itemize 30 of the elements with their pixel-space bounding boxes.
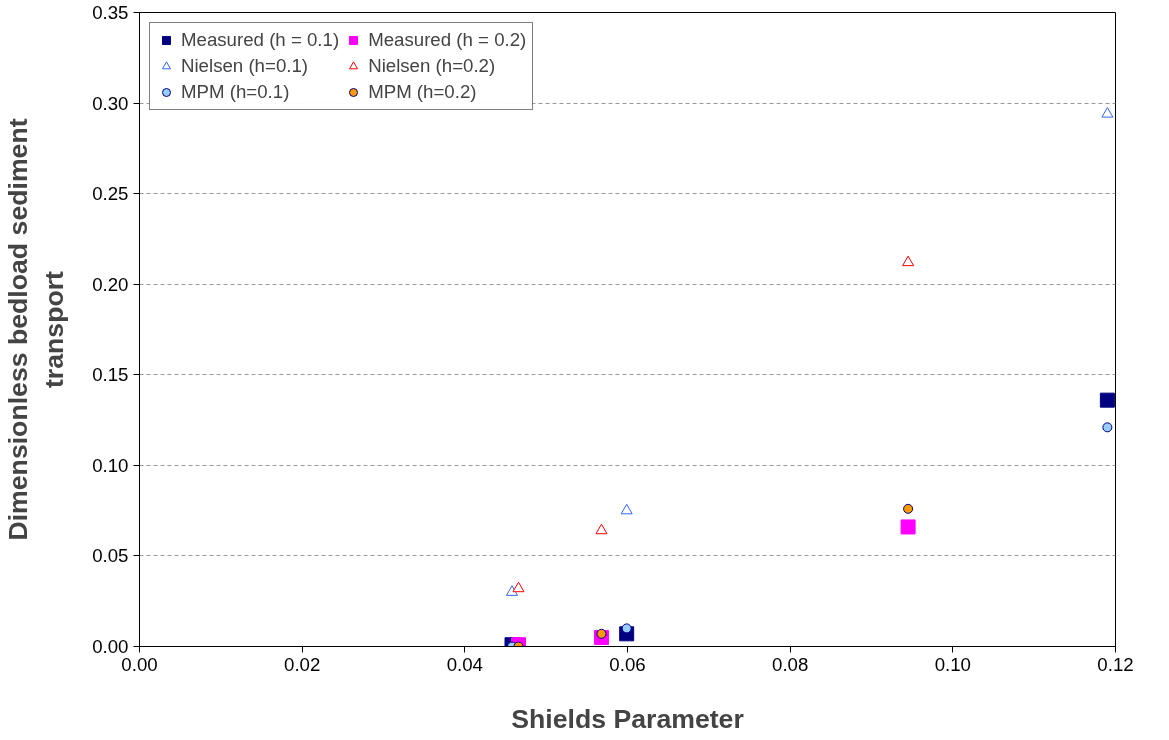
point xyxy=(900,519,916,535)
x-tick-label: 0.10 xyxy=(934,653,971,675)
y-tick-label: 0.05 xyxy=(92,545,129,567)
x-tick-label: 0.04 xyxy=(446,653,483,675)
legend-label: Nielsen (h=0.1) xyxy=(181,55,309,77)
legend-label: Measured (h = 0.2) xyxy=(368,29,527,51)
point xyxy=(903,503,914,514)
point xyxy=(1101,107,1114,118)
x-axis-title: Shields Parameter xyxy=(511,703,744,734)
x-tick-label: 0.02 xyxy=(284,653,321,675)
point xyxy=(1102,422,1113,433)
y-tick-label: 0.20 xyxy=(92,273,129,295)
point xyxy=(902,255,915,267)
legend-label: Measured (h = 0.1) xyxy=(181,29,340,51)
y-tick-label: 0.25 xyxy=(92,183,129,205)
y-axis-title: Dimensionless bedload sediment transport xyxy=(3,118,70,541)
x-tick-label: 0.08 xyxy=(772,653,809,675)
y-tick-label: 0.35 xyxy=(92,2,129,23)
legend-label: MPM (h=0.1) xyxy=(181,81,290,103)
x-tick-label: 0.12 xyxy=(1097,653,1134,675)
y-tick-label: 0.30 xyxy=(92,92,129,114)
point xyxy=(595,523,608,535)
legend-label: Nielsen (h=0.2) xyxy=(368,55,496,77)
point xyxy=(512,581,525,593)
point xyxy=(1099,392,1115,408)
y-tick-label: 0.10 xyxy=(92,454,129,476)
point xyxy=(620,503,633,515)
y-tick-label: 0.15 xyxy=(92,364,129,386)
legend-label: MPM (h=0.2) xyxy=(368,81,477,103)
x-tick-label: 0.06 xyxy=(609,653,646,675)
